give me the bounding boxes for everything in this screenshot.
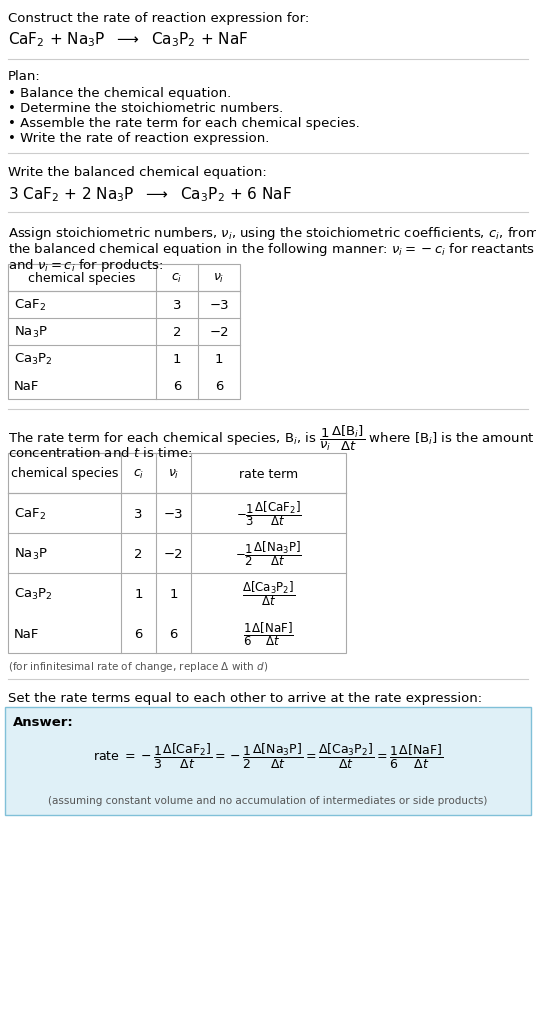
Text: Na$_3$P: Na$_3$P <box>14 325 48 339</box>
Text: $\nu_i$: $\nu_i$ <box>213 272 225 284</box>
Text: 1: 1 <box>215 353 224 366</box>
Text: $c_i$: $c_i$ <box>172 272 183 284</box>
Text: CaF$_2$: CaF$_2$ <box>14 298 46 313</box>
Text: rate $= -\dfrac{1}{3}\dfrac{\Delta[\mathrm{CaF}_2]}{\Delta t} = -\dfrac{1}{2}\df: rate $= -\dfrac{1}{3}\dfrac{\Delta[\math… <box>93 741 443 769</box>
Text: 3: 3 <box>134 507 143 520</box>
Text: 2: 2 <box>173 326 181 338</box>
Text: • Assemble the rate term for each chemical species.: • Assemble the rate term for each chemic… <box>8 117 360 129</box>
Text: $-\dfrac{1}{3}\dfrac{\Delta[\mathrm{CaF}_2]}{\Delta t}$: $-\dfrac{1}{3}\dfrac{\Delta[\mathrm{CaF}… <box>235 499 301 528</box>
Text: 3: 3 <box>173 299 181 312</box>
Text: $-\dfrac{1}{2}\dfrac{\Delta[\mathrm{Na}_3\mathrm{P}]}{\Delta t}$: $-\dfrac{1}{2}\dfrac{\Delta[\mathrm{Na}_… <box>235 539 302 568</box>
Text: Assign stoichiometric numbers, $\nu_i$, using the stoichiometric coefficients, $: Assign stoichiometric numbers, $\nu_i$, … <box>8 225 536 242</box>
Text: rate term: rate term <box>239 467 298 480</box>
Text: Ca$_3$P$_2$: Ca$_3$P$_2$ <box>14 352 53 367</box>
Bar <box>8 265 240 399</box>
Text: and $\nu_i = c_i$ for products:: and $\nu_i = c_i$ for products: <box>8 257 163 274</box>
Text: NaF: NaF <box>14 380 39 392</box>
Text: −2: −2 <box>163 547 183 560</box>
Text: Answer:: Answer: <box>13 715 74 729</box>
Text: 6: 6 <box>169 627 178 640</box>
Text: 1: 1 <box>173 353 181 366</box>
Text: 6: 6 <box>173 380 181 392</box>
Bar <box>8 453 346 653</box>
Text: −3: −3 <box>163 507 183 520</box>
Text: chemical species: chemical species <box>28 272 136 284</box>
Text: −2: −2 <box>209 326 229 338</box>
Text: The rate term for each chemical species, B$_i$, is $\dfrac{1}{\nu_i}\dfrac{\Delt: The rate term for each chemical species,… <box>8 424 534 452</box>
Text: CaF$_2$ + Na$_3$P  $\longrightarrow$  Ca$_3$P$_2$ + NaF: CaF$_2$ + Na$_3$P $\longrightarrow$ Ca$_… <box>8 30 248 49</box>
Text: Na$_3$P: Na$_3$P <box>14 546 48 561</box>
Text: $\nu_i$: $\nu_i$ <box>168 467 179 480</box>
Text: NaF: NaF <box>14 627 39 640</box>
Text: • Write the rate of reaction expression.: • Write the rate of reaction expression. <box>8 131 270 145</box>
Text: −3: −3 <box>209 299 229 312</box>
Text: • Balance the chemical equation.: • Balance the chemical equation. <box>8 87 231 100</box>
Text: 2: 2 <box>134 547 143 560</box>
Text: Plan:: Plan: <box>8 70 41 83</box>
Text: Construct the rate of reaction expression for:: Construct the rate of reaction expressio… <box>8 12 309 25</box>
Text: concentration and $t$ is time:: concentration and $t$ is time: <box>8 445 192 460</box>
Bar <box>5 707 531 815</box>
Text: $\dfrac{\Delta[\mathrm{Ca}_3\mathrm{P}_2]}{\Delta t}$: $\dfrac{\Delta[\mathrm{Ca}_3\mathrm{P}_2… <box>242 579 295 607</box>
Text: 6: 6 <box>215 380 223 392</box>
Text: the balanced chemical equation in the following manner: $\nu_i = -c_i$ for react: the balanced chemical equation in the fo… <box>8 240 535 258</box>
Text: 3 CaF$_2$ + 2 Na$_3$P  $\longrightarrow$  Ca$_3$P$_2$ + 6 NaF: 3 CaF$_2$ + 2 Na$_3$P $\longrightarrow$ … <box>8 184 292 204</box>
Text: chemical species: chemical species <box>11 467 118 480</box>
Text: • Determine the stoichiometric numbers.: • Determine the stoichiometric numbers. <box>8 102 283 115</box>
Text: Write the balanced chemical equation:: Write the balanced chemical equation: <box>8 166 267 178</box>
Text: 1: 1 <box>134 587 143 600</box>
Text: CaF$_2$: CaF$_2$ <box>14 506 46 521</box>
Text: 1: 1 <box>169 587 178 600</box>
Text: Set the rate terms equal to each other to arrive at the rate expression:: Set the rate terms equal to each other t… <box>8 691 482 704</box>
Text: (for infinitesimal rate of change, replace $\Delta$ with $d$): (for infinitesimal rate of change, repla… <box>8 659 268 674</box>
Text: 6: 6 <box>135 627 143 640</box>
Text: $\dfrac{1}{6}\dfrac{\Delta[\mathrm{NaF}]}{\Delta t}$: $\dfrac{1}{6}\dfrac{\Delta[\mathrm{NaF}]… <box>243 620 294 647</box>
Text: (assuming constant volume and no accumulation of intermediates or side products): (assuming constant volume and no accumul… <box>48 795 488 805</box>
Text: $c_i$: $c_i$ <box>133 467 144 480</box>
Text: Ca$_3$P$_2$: Ca$_3$P$_2$ <box>14 586 53 601</box>
